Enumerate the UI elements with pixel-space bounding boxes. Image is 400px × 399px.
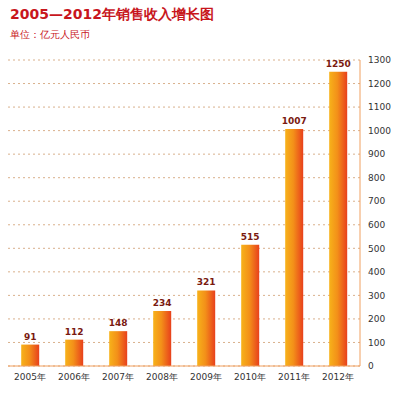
svg-text:234: 234 bbox=[153, 298, 172, 308]
svg-text:1200: 1200 bbox=[368, 79, 391, 89]
svg-text:515: 515 bbox=[241, 232, 260, 242]
svg-text:300: 300 bbox=[368, 291, 385, 301]
svg-text:2009年: 2009年 bbox=[190, 372, 222, 382]
svg-text:321: 321 bbox=[197, 277, 216, 287]
svg-text:2012年: 2012年 bbox=[322, 372, 354, 382]
svg-text:112: 112 bbox=[65, 327, 84, 337]
svg-text:2005年: 2005年 bbox=[14, 372, 46, 382]
svg-text:2006年: 2006年 bbox=[58, 372, 90, 382]
svg-text:91: 91 bbox=[24, 332, 37, 342]
svg-text:148: 148 bbox=[109, 318, 128, 328]
svg-text:1007: 1007 bbox=[282, 116, 307, 126]
svg-text:200: 200 bbox=[368, 314, 385, 324]
svg-text:600: 600 bbox=[368, 220, 385, 230]
svg-text:1000: 1000 bbox=[368, 126, 391, 136]
svg-text:900: 900 bbox=[368, 149, 385, 159]
svg-text:700: 700 bbox=[368, 196, 385, 206]
svg-text:2011年: 2011年 bbox=[278, 372, 310, 382]
svg-text:500: 500 bbox=[368, 244, 385, 254]
svg-text:0: 0 bbox=[368, 361, 374, 371]
svg-text:1250: 1250 bbox=[326, 59, 351, 69]
svg-text:1300: 1300 bbox=[368, 55, 391, 65]
svg-text:2007年: 2007年 bbox=[102, 372, 134, 382]
svg-text:800: 800 bbox=[368, 173, 385, 183]
svg-text:400: 400 bbox=[368, 267, 385, 277]
svg-text:1100: 1100 bbox=[368, 102, 391, 112]
svg-text:2010年: 2010年 bbox=[234, 372, 266, 382]
svg-text:2008年: 2008年 bbox=[146, 372, 178, 382]
html-text:2005—2012年销售收入增长图: 2005—2012年销售收入增长图 bbox=[10, 6, 214, 22]
svg-text:100: 100 bbox=[368, 338, 385, 348]
html-text:单位：亿元人民币: 单位：亿元人民币 bbox=[10, 29, 90, 40]
